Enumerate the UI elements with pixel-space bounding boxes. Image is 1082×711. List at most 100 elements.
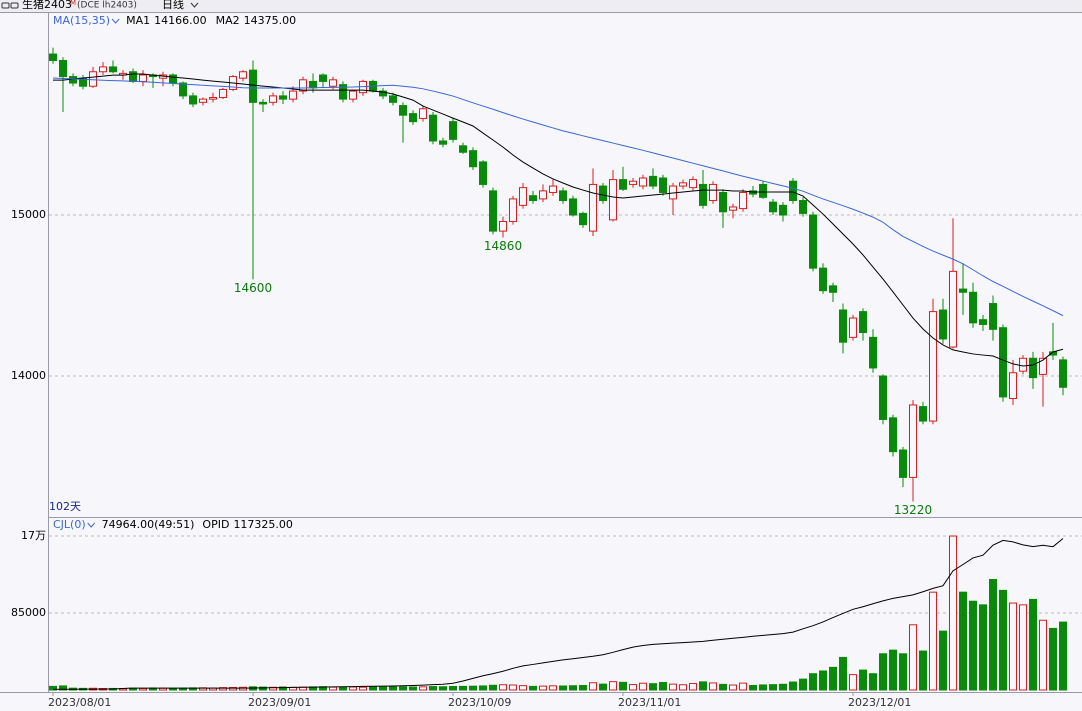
volume-bar	[1049, 627, 1057, 691]
volume-bar	[499, 684, 507, 691]
candle-body	[719, 191, 727, 213]
candle-body	[739, 191, 747, 210]
candle-body	[279, 95, 287, 100]
candle-body	[479, 161, 487, 185]
candle-body	[69, 76, 77, 84]
candle-body	[219, 88, 227, 99]
low-annotation: 13220	[894, 503, 932, 517]
candle-body	[259, 101, 267, 105]
period-chevron[interactable]	[190, 2, 199, 8]
candle-body	[499, 220, 507, 232]
candle-body	[609, 179, 617, 221]
period[interactable]: 日线	[162, 0, 184, 11]
volume-bar	[49, 685, 57, 691]
volume-bar	[859, 669, 867, 691]
candle-body	[979, 319, 987, 325]
volume-bar	[789, 681, 797, 691]
title-sup: M	[70, 0, 76, 7]
candle-body	[939, 309, 947, 340]
volume-bar	[529, 685, 537, 691]
candle-body	[289, 90, 297, 100]
volume-bar	[629, 684, 637, 691]
candle-body	[419, 108, 427, 119]
candle-body	[389, 95, 397, 103]
volume-bar	[939, 630, 947, 691]
x-tick-label: 2023/12/01	[848, 696, 911, 709]
candle-body	[989, 303, 997, 330]
volume-bar	[919, 650, 927, 691]
candle-body	[559, 190, 567, 202]
legend-value: 14166.00	[154, 14, 207, 27]
candle-body	[189, 95, 197, 105]
volume-bar	[819, 670, 827, 691]
volume-bar	[959, 591, 967, 691]
menu-icon[interactable]	[1, 2, 19, 9]
volume-bar	[609, 681, 617, 691]
volume-bar	[799, 678, 807, 691]
indicator-chevron[interactable]	[87, 522, 96, 528]
volume-bar	[409, 686, 417, 691]
candle-body	[759, 183, 767, 198]
volume-bar	[619, 681, 627, 691]
volume-bar	[539, 685, 547, 691]
candle-body	[839, 309, 847, 343]
candle-body	[709, 183, 717, 202]
candle-body	[779, 204, 787, 216]
candle-body	[569, 198, 577, 216]
candle-body	[829, 285, 837, 293]
volume-bar	[419, 686, 427, 691]
indicator-label[interactable]: MA(15,35)	[53, 14, 110, 27]
volume-bar	[749, 684, 757, 691]
candle-body	[349, 90, 357, 100]
volume-bar	[519, 685, 527, 691]
volume-bar	[769, 684, 777, 691]
indicator-chevron[interactable]	[111, 18, 120, 24]
volume-bar	[839, 656, 847, 691]
candle-body	[169, 74, 177, 84]
y-tick-label: 15000	[11, 208, 46, 221]
volume-bar	[559, 685, 567, 691]
volume-bar	[669, 683, 677, 691]
volume-bar	[479, 685, 487, 691]
candle-body	[699, 183, 707, 206]
volume-bar	[689, 682, 697, 691]
candle-body	[409, 113, 417, 123]
indicator-label[interactable]: CJL(0)	[53, 518, 86, 531]
volume-bar	[709, 682, 717, 691]
candle-body	[689, 179, 697, 189]
volume-bar	[509, 684, 517, 691]
candle-body	[269, 95, 277, 103]
candle-body	[909, 404, 917, 478]
candle-body	[439, 140, 447, 145]
candle-body	[539, 190, 547, 200]
candle-body	[579, 212, 587, 226]
candle-body	[649, 175, 657, 187]
volume-bar	[369, 686, 377, 691]
candle-body	[399, 105, 407, 116]
volume-bar	[429, 686, 437, 691]
candle-body	[509, 198, 517, 222]
volume-bar	[229, 686, 237, 691]
candle-body	[969, 291, 977, 324]
volume-bar	[1019, 604, 1027, 691]
volume-bar	[359, 686, 367, 691]
candle-body	[869, 336, 877, 369]
volume-bar	[719, 683, 727, 691]
volume-bar	[969, 600, 977, 691]
volume-bar	[589, 682, 597, 691]
x-tick-label: 2023/10/09	[448, 696, 511, 709]
volume-bar	[449, 685, 457, 691]
volume-bar	[549, 685, 557, 691]
volume-bar	[489, 684, 497, 691]
volume-bar	[1029, 598, 1037, 691]
legend-value: 117325.00	[233, 518, 293, 531]
volume-bar	[739, 682, 747, 691]
candle-body	[379, 90, 387, 97]
volume-bar	[879, 653, 887, 691]
candle-body	[129, 71, 137, 82]
volume-bar	[1059, 621, 1067, 691]
volume-bar	[649, 683, 657, 691]
candle-body	[239, 71, 247, 79]
candle-body	[899, 449, 907, 478]
